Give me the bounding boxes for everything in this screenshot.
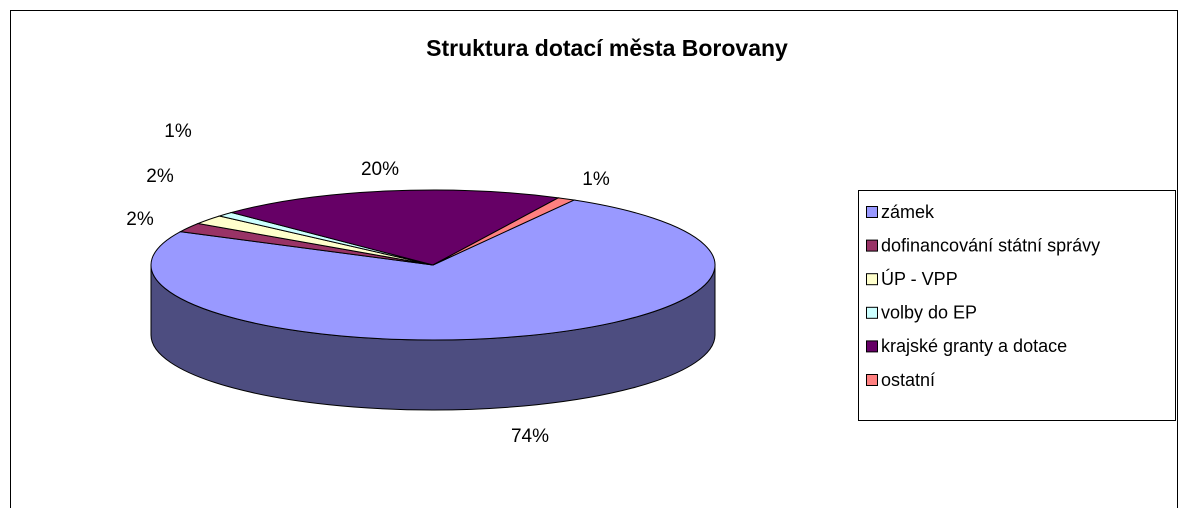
legend-label: volby do EP (881, 303, 977, 323)
legend-swatch (866, 374, 878, 386)
legend: zámek dofinancování státní správy ÚP - VPP… (858, 190, 1176, 421)
legend-swatch (866, 273, 878, 286)
data-label: 1% (582, 169, 610, 190)
data-label: 2% (126, 209, 154, 230)
legend-label: zámek (881, 202, 935, 222)
pie-slice (150, 199, 716, 341)
data-label: 74% (511, 426, 549, 447)
data-label: 2% (146, 166, 174, 187)
data-label: 1% (164, 121, 192, 142)
legend-swatch (866, 306, 878, 319)
legend-label: ÚP - VPP (881, 268, 958, 289)
legend-swatch (866, 340, 878, 353)
legend-label: dofinancování státní správy (881, 235, 1100, 255)
legend-swatch (866, 239, 878, 252)
data-label: 20% (361, 159, 399, 180)
legend-label: krajské granty a dotace (881, 336, 1067, 356)
legend-box (858, 190, 1176, 421)
chart-title: Struktura dotací města Borovany (426, 35, 788, 61)
pie: 74% 2% 2% 1% 20% 1% (126, 121, 716, 447)
pie-slice (229, 189, 560, 266)
legend-label: ostatní (881, 370, 935, 390)
pie-slice (432, 197, 576, 266)
legend-swatch (866, 206, 878, 218)
